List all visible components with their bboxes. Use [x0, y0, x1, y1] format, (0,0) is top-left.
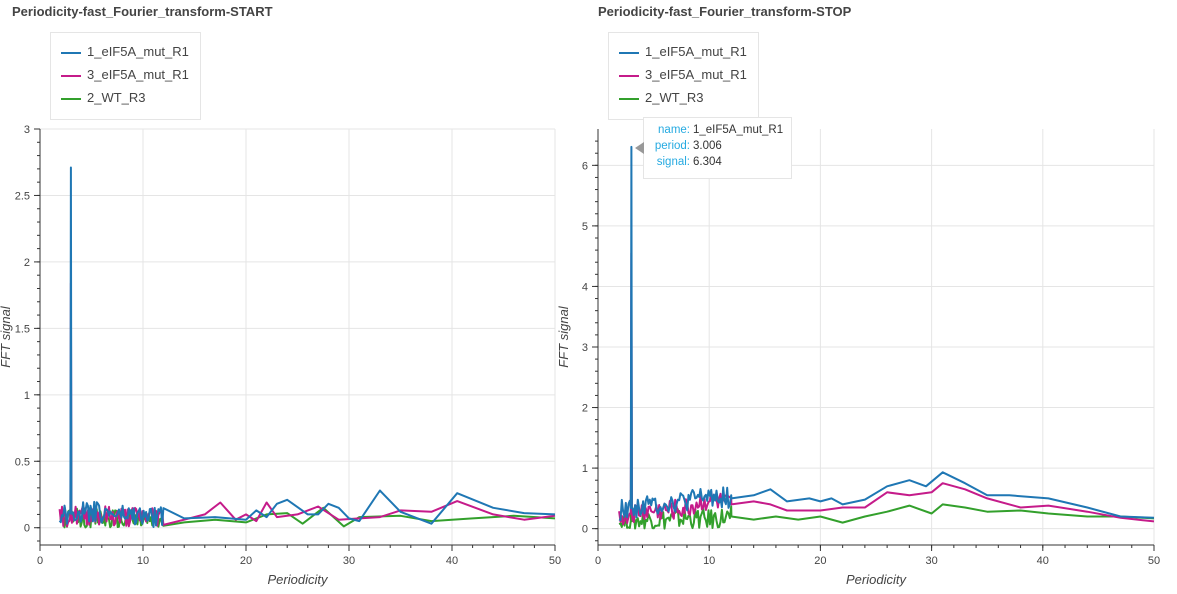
x-tick-label: 30: [343, 555, 355, 567]
series-line-3_eIF5A_mut_R1: [58, 282, 555, 528]
y-tick-label: 0.5: [15, 456, 30, 468]
grid: [597, 129, 1155, 545]
y-tick-label: 3: [582, 342, 588, 354]
legend-label: 2_WT_R3: [87, 90, 146, 105]
legend-swatch: [61, 52, 81, 54]
x-tick-label: 50: [549, 555, 561, 567]
chart-title: Periodicity-fast_Fourier_transform-START: [12, 4, 273, 19]
grid: [39, 128, 556, 545]
x-tick-label: 30: [925, 555, 937, 567]
tooltip-row-signal: signal: 6.304: [650, 156, 722, 172]
y-tick-label: 6: [582, 160, 588, 172]
legend[interactable]: 1_eIF5A_mut_R1 3_eIF5A_mut_R1 2_WT_R3: [608, 32, 759, 120]
x-tick-label: 10: [703, 555, 715, 567]
y-tick-label: 3: [24, 124, 30, 136]
legend-label: 3_eIF5A_mut_R1: [645, 67, 747, 82]
x-tick-label: 20: [240, 555, 252, 567]
legend-label: 1_eIF5A_mut_R1: [645, 44, 747, 59]
y-axis-label: FFT signal: [558, 305, 571, 368]
x-tick-label: 10: [137, 555, 149, 567]
chart-plot-stop[interactable]: 0 10 20 30 40 50 0 1 2 3 4 5 6 Periodicity FFT signal: [558, 0, 1177, 594]
chart-title: Periodicity-fast_Fourier_transform-STOP: [598, 4, 852, 19]
tooltip-value: 6.304: [693, 156, 722, 168]
series-line-3_eIF5A_mut_R1: [618, 252, 1154, 526]
y-tick-label: 0: [582, 524, 588, 536]
legend-label: 3_eIF5A_mut_R1: [87, 67, 189, 82]
y-tick-label: 1.5: [15, 323, 30, 335]
tooltip-key: signal:: [656, 156, 690, 168]
x-tick-label: 40: [1037, 555, 1049, 567]
x-tick-label: 40: [446, 555, 458, 567]
y-tick-label: 2: [24, 257, 30, 269]
series-line-1_eIF5A_mut_R1: [58, 166, 555, 528]
legend[interactable]: 1_eIF5A_mut_R1 3_eIF5A_mut_R1 2_WT_R3: [50, 32, 201, 120]
x-axis-label: Periodicity: [846, 572, 907, 587]
hover-tooltip: name: 1_eIF5A_mut_R1 period: 3.006 signal:…: [635, 117, 792, 179]
y-tick-label: 1: [24, 390, 30, 402]
series-line-2_WT_R3: [59, 377, 555, 529]
x-tick-label: 0: [595, 555, 601, 567]
tooltip-row-name: name: 1_eIF5A_mut_R1: [650, 124, 783, 140]
tooltip-value: 3.006: [693, 140, 722, 152]
series-group: [618, 145, 1154, 530]
y-tick-label: 0: [24, 523, 30, 535]
series-group: [58, 166, 555, 529]
y-tick-label: 2: [582, 403, 588, 415]
legend-swatch: [61, 75, 81, 77]
series-line-2_WT_R3: [618, 349, 1154, 530]
y-tick-label: 1: [582, 463, 588, 475]
legend-swatch: [61, 98, 81, 100]
chart-panel-start: Periodicity-fast_Fourier_transform-START…: [0, 0, 586, 594]
legend-swatch: [619, 75, 639, 77]
legend-swatch: [619, 98, 639, 100]
tooltip-value: 1_eIF5A_mut_R1: [693, 124, 784, 136]
y-tick-label: 4: [582, 281, 588, 293]
tooltip-row-period: period: 3.006: [650, 140, 722, 156]
series-line-1_eIF5A_mut_R1: [618, 145, 1154, 522]
x-tick-label: 20: [814, 555, 826, 567]
x-tick-label: 0: [37, 555, 43, 567]
y-tick-label: 2.5: [15, 190, 30, 202]
tooltip-key: name:: [658, 124, 690, 136]
chart-panel-stop: Periodicity-fast_Fourier_transform-STOP …: [558, 0, 1160, 594]
legend-label: 2_WT_R3: [645, 90, 704, 105]
x-axis-label: Periodicity: [268, 572, 329, 587]
y-tick-label: 5: [582, 221, 588, 233]
y-axis-label: FFT signal: [0, 305, 13, 368]
x-tick-label: 50: [1148, 555, 1160, 567]
legend-swatch: [619, 52, 639, 54]
tooltip-arrow-icon: [635, 142, 644, 154]
legend-label: 1_eIF5A_mut_R1: [87, 44, 189, 59]
tooltip-key: period:: [654, 140, 690, 152]
